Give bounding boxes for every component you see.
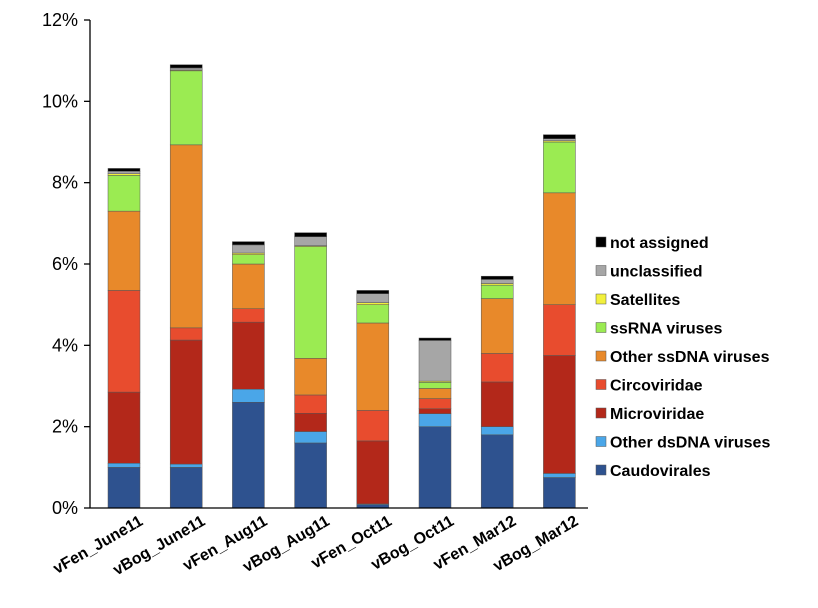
legend-label: Other dsDNA viruses	[610, 435, 770, 452]
y-tick-label: 0%	[52, 498, 78, 518]
bar-vFen_Oct11-unclassified	[356, 293, 390, 303]
bar-vFen_Aug11-ssrna-viruses	[232, 254, 265, 265]
legend-swatch	[595, 293, 607, 305]
y-tick-label: 8%	[52, 173, 78, 193]
bar-vBog_Aug11-circoviridae	[294, 394, 327, 414]
bar-vFen_Mar12-unclassified	[480, 279, 514, 284]
bar-vFen_Mar12-circoviridae	[480, 353, 514, 383]
legend-label: Caudovirales	[610, 463, 711, 480]
bar-vFen_Oct11-other-ssdna-viruses	[356, 322, 390, 411]
bar-vFen_Oct11-ssrna-viruses	[356, 304, 390, 324]
bar-vFen_Oct11-satellites	[356, 302, 390, 305]
bar-vBog_Mar12-unclassified	[543, 138, 576, 142]
bar-vBog_Aug11-caudovirales	[294, 442, 327, 509]
bar-vBog_Oct11-not-assigned	[418, 337, 452, 341]
bar-vFen_Mar12-ssrna-viruses	[480, 284, 514, 299]
legend-label: Circoviridae	[610, 378, 703, 395]
bar-vFen_June11-unclassified	[107, 171, 141, 174]
y-axis: 0% 2% 4% 6% 8% 10% 12%	[42, 10, 588, 518]
bar-vBog_June11-other-ssdna-viruses	[169, 144, 203, 329]
bar-vBog_Aug11-not-assigned	[294, 232, 327, 238]
bar-vFen_Mar12-other-dsdna-viruses	[480, 426, 514, 436]
bar-vBog_Oct11-caudovirales	[418, 426, 452, 509]
bar-vFen_Aug11-circoviridae	[232, 308, 265, 323]
y-tick-label: 12%	[42, 10, 78, 30]
bar-vFen_Aug11-microviridae	[232, 321, 265, 390]
bar-vFen_Mar12-microviridae	[480, 381, 514, 427]
legend-label: not assigned	[610, 235, 709, 252]
bar-vBog_Oct11-unclassified	[418, 340, 452, 382]
bar-vBog_Mar12-microviridae	[543, 355, 576, 474]
bar-vBog_June11-unclassified	[169, 67, 203, 71]
y-tick-label: 4%	[52, 335, 78, 355]
bar-vBog_Aug11-other-ssdna-viruses	[294, 358, 327, 396]
bar-vBog_Mar12-not-assigned	[543, 134, 576, 139]
bar-vFen_Aug11-other-dsdna-viruses	[232, 389, 265, 403]
bar-vBog_June11-microviridae	[169, 339, 203, 465]
bar-vFen_June11-microviridae	[107, 391, 141, 464]
bar-vBog_June11-not-assigned	[169, 64, 203, 69]
legend-swatch	[595, 436, 607, 447]
bar-vBog_June11-caudovirales	[169, 467, 203, 509]
legend-label: unclassified	[610, 264, 702, 281]
bar-vFen_Oct11-circoviridae	[356, 410, 390, 442]
bar-vBog_Aug11-unclassified	[294, 236, 327, 246]
bar-vFen_June11-circoviridae	[107, 290, 141, 393]
bar-vBog_June11-other-dsdna-viruses	[169, 463, 203, 468]
bar-vBog_Mar12-other-dsdna-viruses	[543, 473, 576, 478]
bar-vFen_Aug11-not-assigned	[232, 241, 265, 246]
bar-vFen_June11-caudovirales	[107, 467, 141, 509]
legend-swatch	[595, 236, 607, 248]
bar-vBog_June11-ssrna-viruses	[169, 70, 203, 146]
bar-vBog_Oct11-other-ssdna-viruses	[418, 388, 452, 399]
bar-vBog_June11-circoviridae	[169, 327, 203, 341]
legend-swatch	[595, 265, 607, 276]
bar-vBog_Oct11-microviridae	[418, 408, 452, 414]
bar-vBog_Mar12-ssrna-viruses	[543, 141, 576, 194]
bar-vBog_Mar12-caudovirales	[543, 477, 576, 509]
bar-vFen_Mar12-not-assigned	[480, 275, 514, 280]
legend-label: Microviridae	[610, 406, 704, 423]
bar-vBog_Aug11-other-dsdna-viruses	[294, 431, 327, 444]
legend-swatch	[595, 322, 607, 333]
y-tick-label: 6%	[52, 254, 78, 274]
bar-vFen_Mar12-caudovirales	[480, 434, 514, 509]
bar-vBog_Oct11-other-dsdna-viruses	[418, 413, 452, 427]
legend-swatch	[595, 379, 607, 390]
bar-vFen_June11-other-dsdna-viruses	[107, 463, 141, 468]
x-axis-labels: vFen_June11vBog_June11vFen_Aug11vBog_Aug…	[50, 513, 581, 579]
legend-label: ssRNA viruses	[610, 321, 722, 338]
bar-vFen_Oct11-not-assigned	[356, 290, 390, 294]
bar-vFen_Oct11-microviridae	[356, 440, 390, 505]
legend-label: Other ssDNA viruses	[610, 349, 770, 366]
legend-swatch	[595, 407, 607, 419]
bar-vFen_Aug11-other-ssdna-viruses	[232, 263, 265, 309]
bar-vFen_Mar12-other-ssdna-viruses	[480, 298, 514, 354]
legend-swatch	[595, 464, 607, 476]
bar-vFen_Aug11-caudovirales	[232, 402, 265, 509]
legend-swatch	[595, 350, 607, 362]
legend: not assigned unclassified Satellites ssRNA …	[595, 235, 770, 480]
bar-vBog_Mar12-other-ssdna-viruses	[543, 192, 576, 305]
bar-vBog_Mar12-circoviridae	[543, 304, 576, 356]
bar-vFen_June11-not-assigned	[107, 168, 141, 172]
bar-vFen_Aug11-unclassified	[232, 244, 265, 254]
bars-group	[107, 64, 576, 509]
bar-vFen_June11-other-ssdna-viruses	[107, 210, 141, 291]
legend-label: Satellites	[610, 292, 680, 309]
bar-vBog_Aug11-ssrna-viruses	[294, 246, 327, 359]
bar-vBog_Oct11-circoviridae	[418, 398, 452, 410]
bar-vBog_Aug11-microviridae	[294, 413, 327, 432]
bar-vFen_June11-ssrna-viruses	[107, 175, 141, 212]
bar-vBog_Oct11-ssrna-viruses	[418, 382, 452, 389]
y-tick-label: 2%	[52, 417, 78, 437]
y-tick-label: 10%	[42, 91, 78, 111]
